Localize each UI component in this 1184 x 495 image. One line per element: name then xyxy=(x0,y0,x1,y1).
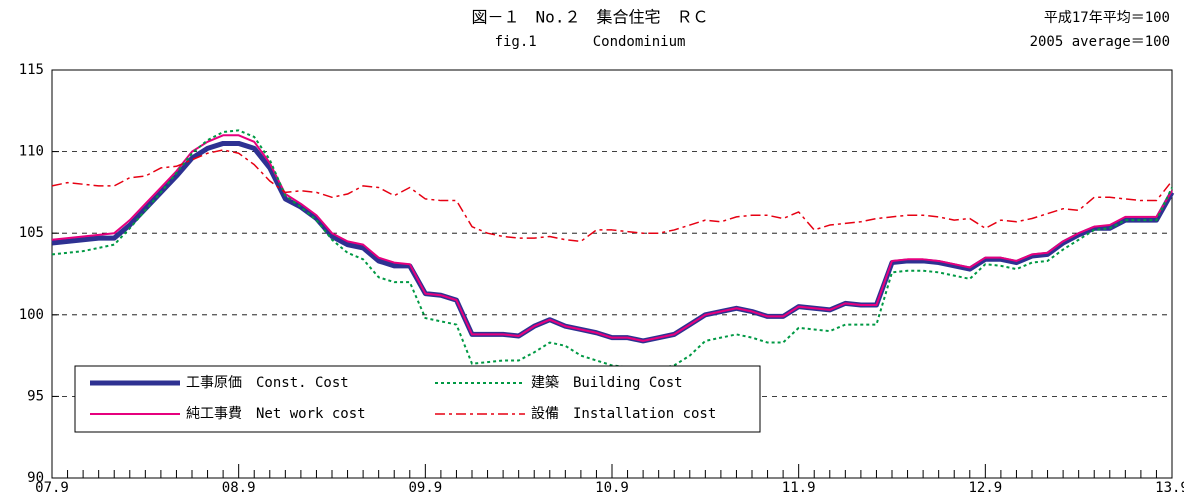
x-tick-label: 13.9 xyxy=(1155,480,1184,495)
series-line xyxy=(51,129,1173,373)
x-tick-label: 12.9 xyxy=(968,480,1002,495)
x-tick-label: 10.9 xyxy=(595,480,629,495)
chart-subtitle: fig.1 Condominium xyxy=(495,34,686,50)
y-tick-label: 100 xyxy=(19,307,44,323)
series-line xyxy=(51,134,1173,342)
series-line xyxy=(51,140,1175,344)
legend-box xyxy=(74,365,761,433)
legend-label: 設備 Installation cost xyxy=(531,406,716,422)
annotation: 2005 average＝100 xyxy=(1030,34,1170,50)
x-tick-label: 07.9 xyxy=(35,480,69,495)
x-tick-label: 11.9 xyxy=(782,480,816,495)
y-tick-label: 115 xyxy=(19,62,44,78)
y-tick-label: 90 xyxy=(27,470,44,486)
y-tick-label: 110 xyxy=(19,144,44,160)
legend-label: 建築 Building Cost xyxy=(531,375,683,391)
x-tick-label: 09.9 xyxy=(408,480,442,495)
legend-label: 純工事費 Net work cost xyxy=(186,406,366,422)
x-tick-label: 08.9 xyxy=(222,480,256,495)
y-tick-label: 95 xyxy=(27,388,44,404)
chart-title: 図－１ No.２ 集合住宅 ＲＣ xyxy=(472,8,709,27)
series-line xyxy=(51,149,1173,243)
legend-label: 工事原価 Const. Cost xyxy=(186,375,349,391)
y-tick-label: 105 xyxy=(19,225,44,241)
annotation: 平成17年平均＝100 xyxy=(1044,10,1170,26)
